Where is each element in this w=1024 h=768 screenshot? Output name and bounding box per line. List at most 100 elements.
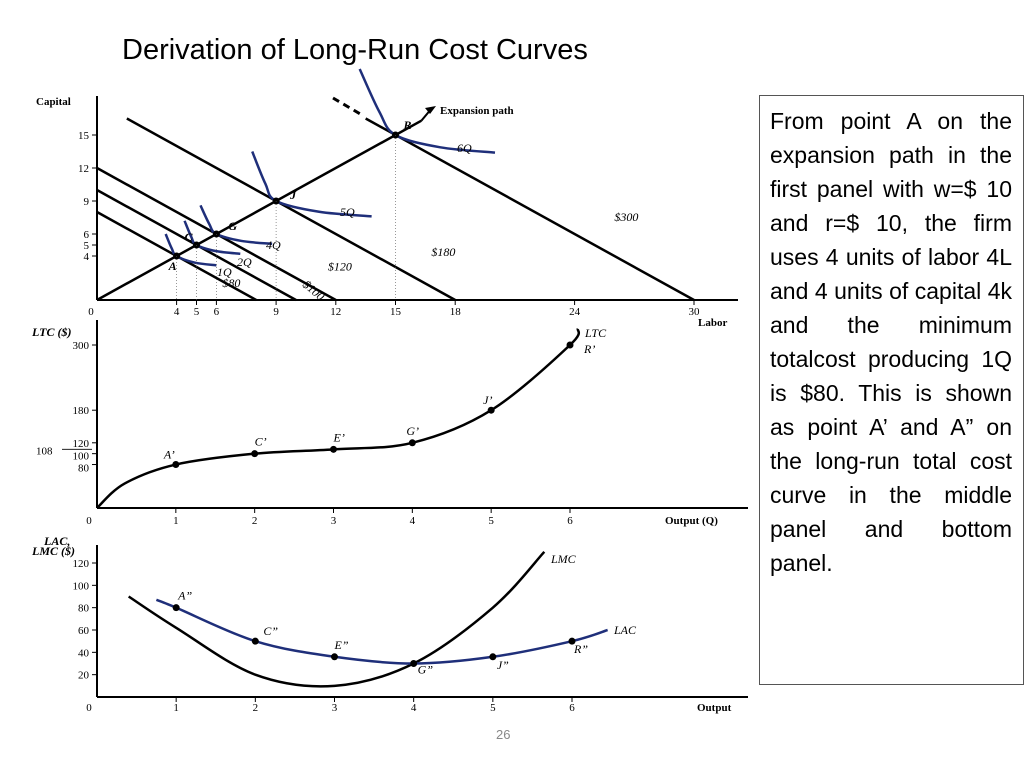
x-tick-label: 30 [689, 306, 701, 318]
tangency-point-label: C [185, 230, 194, 244]
x-tick-label: 4 [410, 515, 416, 527]
ltc-point [251, 450, 259, 458]
ltc-point [487, 406, 495, 414]
y-axis-label: Capital [36, 96, 71, 108]
x-tick-label: 6 [214, 306, 220, 318]
page-number: 26 [496, 727, 511, 742]
y-tick-label: 100 [73, 451, 90, 463]
isoquant-label: 5Q [340, 205, 355, 219]
x-tick-label: 9 [273, 306, 279, 318]
y-tick-label: 80 [78, 603, 90, 615]
x-tick-label: 6 [567, 515, 573, 527]
y-tick-label: 300 [73, 340, 90, 352]
y-axis-label: LTC ($) [31, 325, 71, 339]
lac-point [251, 637, 259, 645]
x-tick-label: 5 [488, 515, 494, 527]
tangency-point-label: A [168, 259, 177, 273]
y-tick-label: 120 [73, 438, 90, 450]
lac-point [568, 637, 576, 645]
ltc-point [566, 341, 574, 349]
y-tick-label: 6 [84, 229, 90, 241]
ltc-point-label: G’ [406, 424, 419, 438]
x-tick-label: 5 [194, 306, 200, 318]
x-axis-label: Output [697, 702, 732, 714]
lac-lmc-panel: LAC,LMC ($) Output 0 1 2 3 4 5 6 20 40 60 80 100 120 LM… [31, 534, 748, 714]
description-text: From point A on the expansion path in th… [770, 108, 1012, 576]
ltc-point [330, 445, 337, 453]
x-tick-label: 3 [331, 515, 337, 527]
x-tick-label: 2 [252, 515, 258, 527]
lac-point [172, 604, 180, 612]
x-tick-label: 6 [569, 702, 575, 714]
lac-curve-label: LAC [613, 623, 637, 637]
lac-point-label: R” [573, 642, 588, 656]
isoquant-label: 2Q [237, 255, 252, 269]
y-tick-label: 100 [73, 580, 90, 592]
x-tick-label: 2 [253, 702, 259, 714]
lac-point [410, 660, 418, 667]
description-box: From point A on the expansion path in th… [759, 95, 1024, 685]
y-tick-label: 40 [78, 647, 90, 659]
y-tick-label: 180 [73, 405, 90, 417]
x-tick-label: 1 [173, 515, 179, 527]
isocost-label: $80 [222, 276, 240, 290]
lac-point-label: E” [334, 638, 349, 652]
x-tick-label: 0 [88, 306, 94, 318]
y-tick-label: 80 [78, 463, 90, 475]
lac-point [489, 653, 497, 661]
x-tick-label: 3 [332, 702, 338, 714]
ltc-point [408, 439, 416, 447]
lac-point [331, 653, 338, 661]
x-tick-label: 24 [569, 306, 581, 318]
isocost-line [126, 117, 456, 302]
slide-title: Derivation of Long-Run Cost Curves [122, 34, 588, 66]
x-tick-label: 15 [390, 306, 402, 318]
isocost-line [365, 117, 695, 302]
y-axis-label-line1: LAC, [43, 534, 70, 548]
y-tick-label: 9 [84, 196, 90, 208]
y-tick-label: 4 [84, 251, 90, 263]
ltc-curve [96, 328, 581, 509]
y-tick-label: 20 [78, 670, 90, 682]
x-tick-label: 5 [490, 702, 496, 714]
x-axis-label: Output (Q) [665, 515, 718, 527]
lac-point-label: G” [418, 663, 434, 677]
isoquant-label: 1Q [217, 265, 232, 279]
y-axis-label-line2: LMC ($) [31, 544, 75, 558]
y-tick-label: 12 [78, 163, 89, 175]
isocost-label: $300 [614, 210, 638, 224]
lac-point-label: C” [263, 624, 278, 638]
ltc-curve-label: LTC [584, 326, 607, 340]
expansion-path-dashed-extension [332, 96, 363, 117]
x-tick-label: 4 [411, 702, 417, 714]
isoquant-label: 6Q [457, 141, 472, 155]
expansion-path-label: Expansion path [440, 105, 514, 117]
lmc-curve [127, 550, 546, 688]
x-axis-label: Labor [698, 317, 727, 329]
x-tick-label: 4 [174, 306, 180, 318]
y-tick-label: 15 [78, 130, 90, 142]
y-tick-label: 120 [73, 558, 90, 570]
expansion-path-line [96, 119, 422, 302]
tangency-point-label: G [228, 219, 237, 233]
ltc-point-label: E’ [333, 430, 345, 444]
x-tick-label: 0 [86, 702, 92, 714]
x-tick-label: 12 [330, 306, 341, 318]
ltc-point-label: R’ [583, 342, 595, 356]
ltc-point-label: A’ [163, 448, 175, 462]
isoquant-label: 4Q [266, 238, 281, 252]
lmc-curve-label: LMC [550, 552, 577, 566]
y-tick-label: 60 [78, 625, 90, 637]
lac-curve [155, 598, 609, 665]
lac-point-label: J” [497, 658, 509, 672]
tangency-point-label: R [403, 118, 412, 132]
ltc-point-label: J’ [483, 393, 492, 407]
y-side-label: 108 [36, 445, 53, 457]
ltc-point [172, 461, 180, 469]
isocost-label: $180 [431, 245, 455, 259]
x-tick-label: 0 [86, 515, 92, 527]
tangency-point-label: J [289, 188, 297, 202]
